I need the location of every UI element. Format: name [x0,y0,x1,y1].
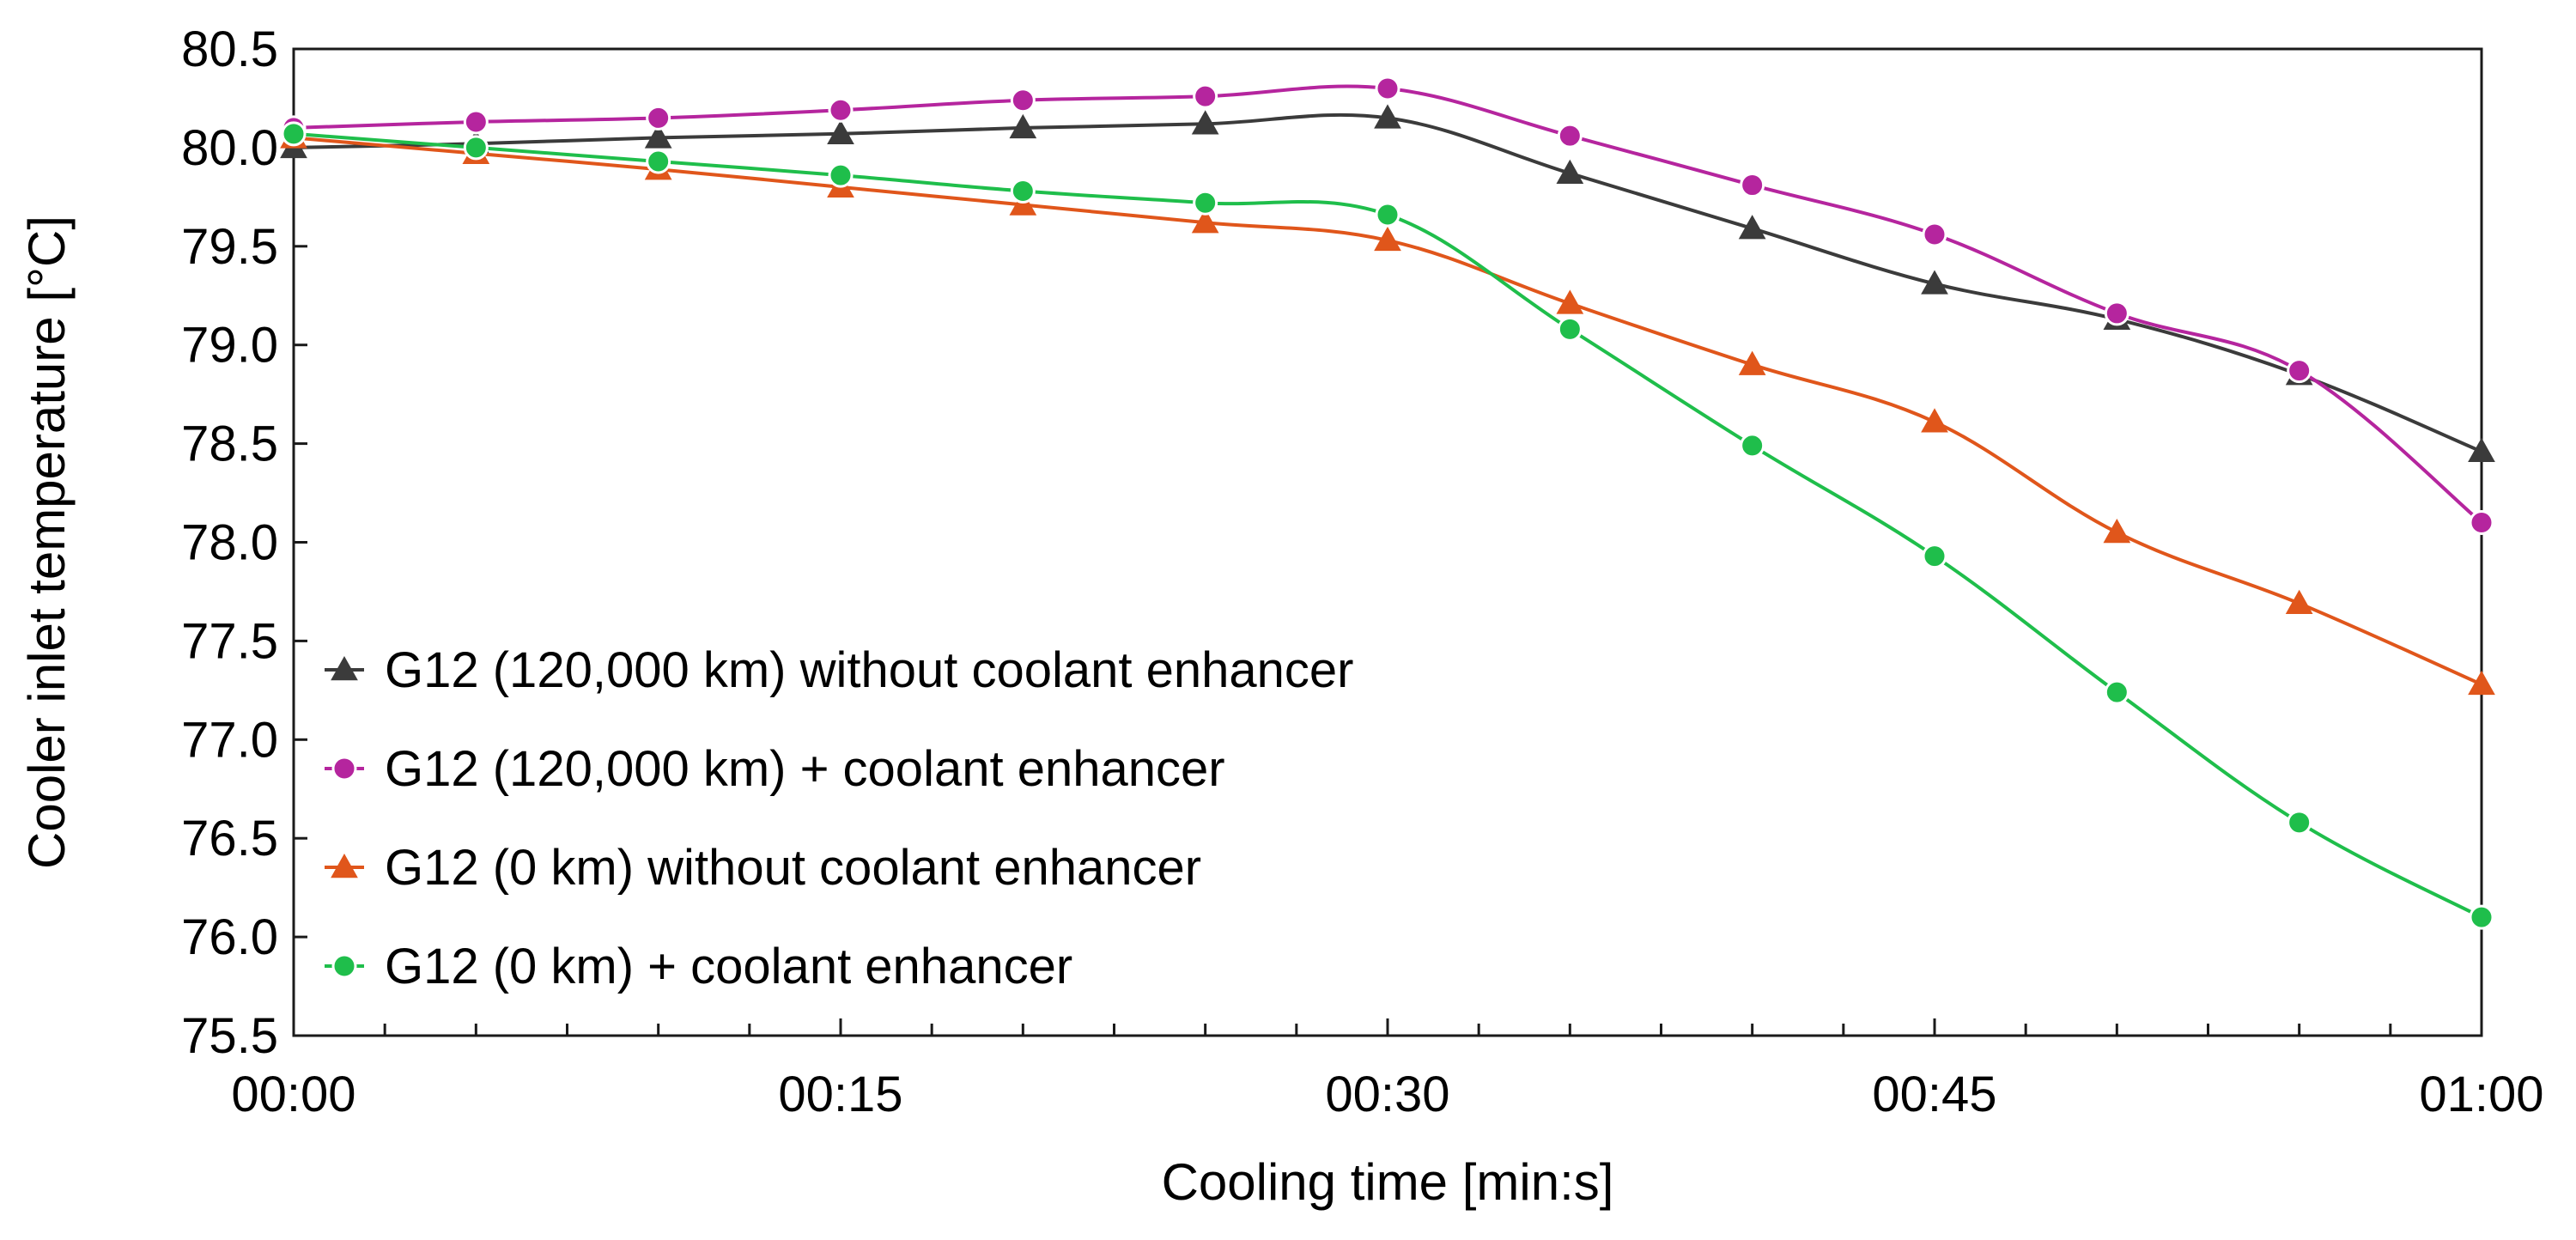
series-group [280,76,2495,930]
data-point [1740,433,1765,459]
legend-label: G12 (0 km) + coolant enhancer [385,939,1072,994]
data-point [1740,173,1765,198]
data-point [463,109,489,135]
legend-marker [331,853,358,878]
x-tick-label: 00:15 [778,1067,902,1122]
data-point [646,149,671,174]
data-point [1738,215,1766,240]
legend-label: G12 (120,000 km) + coolant enhancer [385,741,1225,797]
y-tick-label: 78.0 [181,515,278,571]
legend-item: G12 (0 km) without coolant enhancer [325,840,1201,896]
series-4 [281,121,2494,930]
data-point [828,162,854,188]
y-tick-label: 79.5 [181,219,278,275]
y-tick-label: 78.5 [181,416,278,472]
legend-marker [331,655,358,681]
data-point [2104,679,2129,705]
data-point [1374,226,1401,252]
x-axis-title: Cooling time [min:s] [1162,1153,1614,1211]
data-point [827,119,854,145]
x-tick-label: 01:00 [2419,1067,2543,1122]
y-tick-label: 80.0 [181,120,278,176]
data-point [2104,301,2129,326]
data-point [1374,104,1401,129]
data-point [1921,270,1948,295]
y-axis-title: Cooler inlet temperature [°C] [18,216,76,869]
data-point [1557,123,1583,149]
data-point [1922,544,1947,569]
data-point [2287,358,2312,384]
data-point [2469,510,2494,536]
x-tick-label: 00:30 [1325,1067,1449,1122]
data-point [1010,178,1036,204]
data-point [1191,110,1219,135]
data-point [1922,222,1947,247]
data-point [1009,113,1037,139]
y-axis: 75.5 76.0 76.5 77.0 77.5 78.0 78.5 79.0 79.5 80.0… [181,21,307,1064]
data-point [1556,159,1584,184]
legend-label: G12 (120,000 km) without coolant enhance… [385,642,1353,698]
y-tick-label: 79.0 [181,318,278,374]
data-point [2103,518,2131,544]
legend-marker [331,756,357,781]
data-point [646,105,671,131]
data-point [1921,408,1948,433]
series-line [293,131,2482,919]
data-point [1191,209,1219,234]
x-tick-label: 00:45 [1872,1067,1996,1122]
legend-marker [331,953,357,979]
y-tick-label: 80.5 [181,21,278,77]
data-point [1557,316,1583,342]
data-point [1738,350,1766,375]
data-point [1010,88,1036,113]
data-point [1193,83,1218,109]
data-point [1375,202,1400,228]
legend-label: G12 (0 km) without coolant enhancer [385,840,1201,896]
data-point [2285,589,2313,614]
data-point [1375,76,1400,101]
series-2 [281,76,2494,536]
y-tick-label: 75.5 [181,1008,278,1064]
legend-item: G12 (120,000 km) without coolant enhance… [325,642,1353,698]
data-point [2468,437,2495,462]
data-point [2468,670,2495,696]
data-point [644,124,672,149]
data-point [828,97,854,123]
data-point [1193,190,1218,216]
x-tick-label: 00:00 [231,1067,355,1122]
legend-item: G12 (120,000 km) + coolant enhancer [325,741,1225,797]
series-line [293,84,2483,525]
data-point [1556,289,1584,314]
y-tick-label: 76.5 [181,811,278,866]
legend-item: G12 (0 km) + coolant enhancer [325,939,1072,994]
y-tick-label: 76.0 [181,909,278,965]
data-point [463,135,489,161]
legend: G12 (120,000 km) without coolant enhance… [325,642,1353,994]
data-point [2287,810,2312,836]
data-point [281,121,307,147]
y-tick-label: 77.0 [181,712,278,768]
data-point [2469,904,2494,930]
x-axis: 00:00 00:15 00:30 00:45 01:00 [231,1018,2544,1122]
y-tick-label: 77.5 [181,613,278,669]
